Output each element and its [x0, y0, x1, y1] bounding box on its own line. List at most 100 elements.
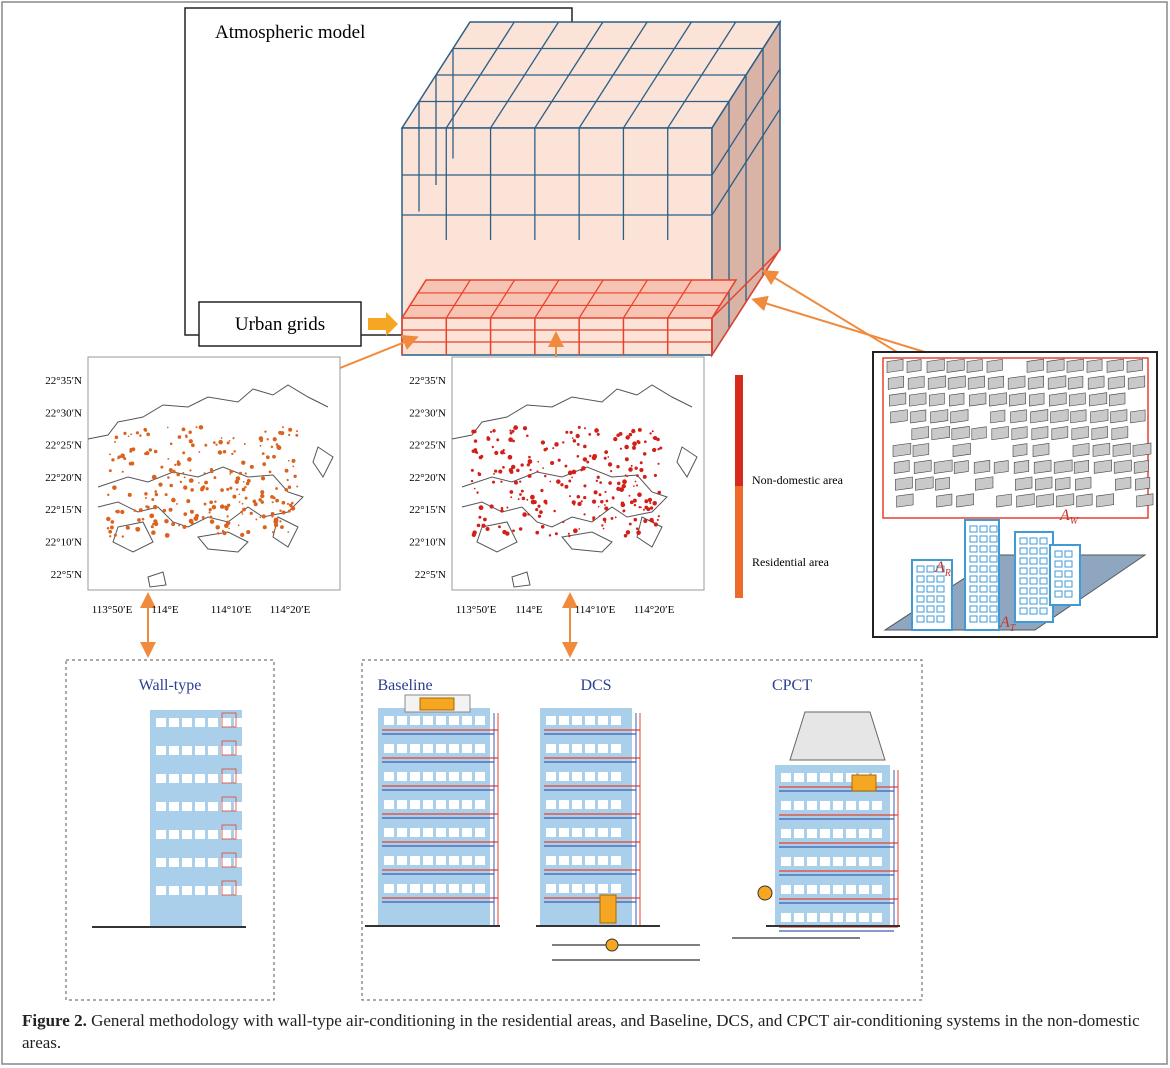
- site-dot: [293, 474, 297, 478]
- window: [195, 774, 205, 783]
- site-dot: [235, 476, 241, 481]
- block: [936, 493, 953, 508]
- window: [1029, 567, 1038, 575]
- window: [969, 555, 978, 563]
- site-dot: [552, 447, 555, 450]
- site-dot: [232, 494, 237, 499]
- window: [410, 716, 420, 725]
- site-dot: [113, 533, 117, 537]
- site-dot: [595, 479, 598, 483]
- window: [234, 802, 244, 811]
- window: [1019, 567, 1028, 575]
- site-dot: [596, 432, 600, 436]
- lat-label: 22°35′N: [409, 375, 446, 387]
- block: [909, 392, 927, 407]
- window: [598, 772, 608, 781]
- window: [989, 535, 998, 543]
- site-dot: [125, 525, 130, 530]
- site-dot: [185, 434, 188, 438]
- site-dot: [286, 478, 289, 482]
- site-dot: [500, 509, 504, 513]
- block: [1032, 443, 1050, 457]
- site-dot: [249, 511, 253, 515]
- window: [833, 829, 843, 838]
- block: [986, 358, 1003, 373]
- site-dot: [483, 517, 487, 522]
- window: [156, 802, 166, 811]
- site-dot: [580, 469, 583, 472]
- site-dot: [216, 532, 220, 535]
- block: [971, 426, 987, 441]
- site-dot: [506, 506, 509, 509]
- urban-grids-label: Urban grids: [235, 314, 325, 335]
- site-dot: [618, 431, 623, 436]
- site-dot: [649, 517, 654, 523]
- block: [1067, 375, 1084, 390]
- block: [946, 358, 965, 373]
- block: [1030, 409, 1049, 424]
- site-dot: [261, 452, 265, 456]
- site-dot: [502, 449, 505, 452]
- site-dot: [642, 474, 647, 479]
- site-dot: [273, 517, 279, 523]
- site-dot: [604, 450, 609, 455]
- site-dot: [638, 506, 641, 509]
- block: [906, 359, 922, 373]
- site-dot: [597, 505, 600, 508]
- window: [195, 746, 205, 755]
- site-dot: [266, 438, 269, 441]
- site-dot: [502, 529, 507, 535]
- wall-unit: [221, 740, 237, 756]
- site-dot: [255, 518, 258, 521]
- site-dot: [171, 522, 176, 527]
- window: [846, 829, 856, 838]
- window: [410, 856, 420, 865]
- block: [990, 409, 1006, 424]
- site-dot: [107, 493, 110, 497]
- system-title: CPCT: [772, 677, 812, 694]
- urban-top-v: [711, 279, 737, 319]
- lat-label: 22°20′N: [409, 472, 446, 484]
- site-dot: [276, 445, 280, 449]
- window: [475, 800, 485, 809]
- lon-label: 114°E: [151, 604, 178, 616]
- window: [846, 885, 856, 894]
- site-dot: [241, 460, 246, 465]
- site-dot: [246, 478, 251, 483]
- window: [1039, 597, 1048, 605]
- window: [794, 885, 804, 894]
- window: [1064, 550, 1073, 558]
- tower: [1014, 531, 1054, 623]
- wall-unit: [221, 880, 237, 896]
- site-dot: [146, 432, 150, 437]
- window: [1054, 580, 1063, 588]
- window: [872, 773, 882, 782]
- window: [423, 800, 433, 809]
- window: [462, 856, 472, 865]
- site-dot: [491, 480, 496, 484]
- site-dot: [636, 474, 639, 478]
- window: [572, 744, 582, 753]
- site-dot: [607, 456, 610, 458]
- site-dot: [498, 525, 501, 529]
- window: [859, 829, 869, 838]
- site-dot: [218, 439, 223, 445]
- site-dot: [472, 429, 477, 434]
- wall-type-box: [65, 659, 275, 1001]
- site-dot: [592, 453, 598, 459]
- site-dot: [649, 502, 652, 505]
- block: [1112, 442, 1131, 457]
- site-dot: [473, 439, 478, 443]
- site-dot: [508, 437, 513, 443]
- site-dot: [577, 425, 581, 429]
- site-dot: [286, 502, 290, 506]
- lon-label: 114°20′E: [634, 604, 675, 616]
- site-dot: [519, 493, 522, 496]
- site-dot: [509, 429, 512, 432]
- block: [1106, 358, 1124, 373]
- window: [846, 801, 856, 810]
- site-dot: [176, 472, 181, 477]
- site-dot: [470, 479, 474, 483]
- site-dot: [188, 439, 193, 444]
